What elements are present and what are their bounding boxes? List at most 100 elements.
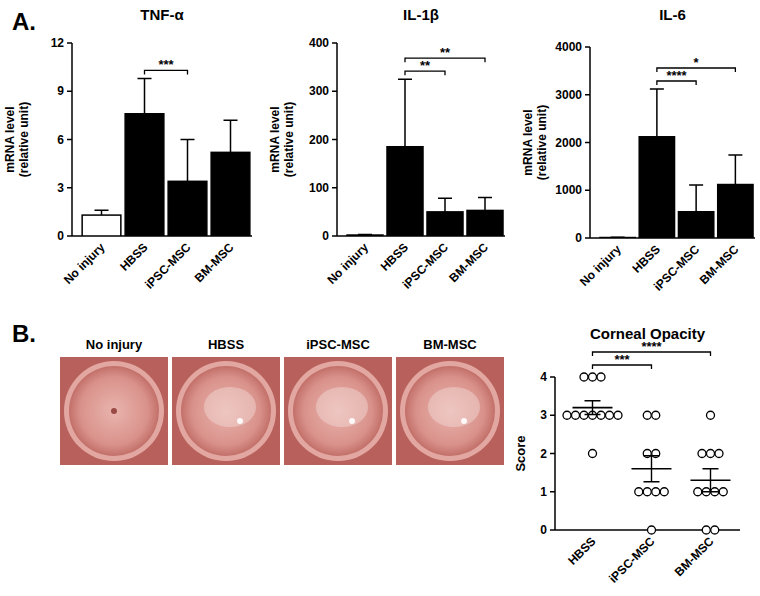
point [648, 526, 656, 534]
point [580, 373, 588, 381]
point [580, 411, 588, 419]
photo-reflection [461, 418, 467, 424]
scatter-chart: Corneal OpacityScore01234HBSSiPSC-MSCBM-… [513, 325, 740, 586]
photo-reflection [237, 418, 243, 424]
point [643, 411, 651, 419]
point [719, 488, 727, 496]
photo-label: HBSS [208, 337, 244, 352]
photo-pupil [111, 408, 117, 414]
y-tick [67, 187, 72, 189]
error-bar [438, 198, 452, 212]
photo-background [284, 357, 392, 465]
y-axis-label: Score [513, 435, 528, 471]
chart-title: TNF-α [140, 6, 184, 23]
point [563, 411, 571, 419]
significance-label: *** [158, 57, 174, 72]
y-tick [67, 139, 72, 141]
photo [60, 357, 168, 465]
y-axis-label: mRNA level [521, 109, 535, 175]
y-axis-label: (relative unit) [17, 102, 31, 177]
bar-chart: IL-1βmRNA level(relative unit)0100200300… [268, 6, 505, 292]
error-bar [611, 237, 625, 238]
x-tick-label: BM-MSC [697, 242, 742, 287]
x-tick-label: HBSS [565, 534, 598, 567]
y-tick [332, 235, 337, 237]
figure: A.B.No injuryHBSSiPSC-MSCBM-MSCTNF-αmRNA… [0, 0, 760, 596]
point [606, 411, 614, 419]
y-tick-label: 400 [309, 36, 329, 50]
x-tick-label: No injury [577, 242, 624, 289]
chart-title: IL-6 [659, 6, 686, 23]
y-axis-label: (relative unit) [282, 102, 296, 177]
photo-cornea [181, 366, 271, 456]
x-tick-label: BM-MSC [192, 240, 237, 285]
x-tick-label: iPSC-MSC [142, 240, 194, 292]
y-tick-label: 1 [540, 485, 547, 499]
y-tick [550, 376, 555, 378]
error-bar [224, 120, 238, 152]
y-tick-label: 2 [540, 447, 547, 461]
bar-chart: TNF-αmRNA level(relative unit)036912No i… [3, 6, 252, 292]
y-tick-label: 0 [575, 231, 582, 245]
plot-area [347, 79, 503, 236]
photo-haze [204, 387, 256, 427]
y-tick [550, 529, 555, 531]
error-bar [138, 78, 152, 113]
point [711, 526, 719, 534]
y-tick-label: 0 [322, 229, 329, 243]
bar [678, 212, 713, 238]
x-tick-label: HBSS [378, 240, 411, 273]
y-tick-label: 0 [540, 523, 547, 537]
bar [82, 215, 121, 236]
bar [347, 234, 383, 236]
y-tick [67, 235, 72, 237]
point [715, 450, 723, 458]
y-tick [332, 187, 337, 189]
error-bar [689, 185, 703, 212]
y-tick [550, 415, 555, 417]
y-tick [550, 453, 555, 455]
point [572, 411, 580, 419]
x-tick-label: BM-MSC [446, 240, 491, 285]
y-tick-label: 100 [309, 181, 329, 195]
y-tick [585, 142, 590, 144]
point [707, 411, 715, 419]
sem-bar [644, 456, 660, 482]
point [652, 411, 660, 419]
point [614, 411, 622, 419]
y-axis-label: (relative unit) [535, 105, 549, 180]
significance-label: *** [614, 352, 630, 367]
point [589, 450, 597, 458]
error-bar [95, 210, 109, 215]
plot-area [600, 89, 753, 238]
y-tick [332, 42, 337, 44]
x-tick-label: iPSC-MSC [651, 242, 703, 294]
significance-label: * [694, 55, 700, 70]
bar [639, 137, 674, 238]
photo [172, 357, 280, 465]
y-axis-label: mRNA level [3, 106, 17, 172]
panel-label: B. [12, 320, 36, 347]
bar [467, 210, 503, 236]
y-tick-label: 3 [540, 408, 547, 422]
photo-label: BM-MSC [423, 337, 477, 352]
error-bar [398, 79, 412, 147]
point [635, 488, 643, 496]
point [597, 373, 605, 381]
photo-rim [288, 361, 388, 461]
sem-bar [585, 401, 601, 415]
error-bar [650, 89, 664, 137]
photo-cornea [69, 366, 159, 456]
x-tick-label: iPSC-MSC [400, 240, 452, 292]
panel-label: A. [12, 8, 36, 35]
y-tick [585, 190, 590, 192]
y-tick-label: 300 [309, 84, 329, 98]
point [707, 450, 715, 458]
photo-background [172, 357, 280, 465]
plot-area [82, 78, 250, 236]
photo-reflection [349, 418, 355, 424]
y-tick-label: 3 [57, 181, 64, 195]
error-bar [728, 155, 742, 185]
bar-chart: IL-6mRNA level(relative unit)01000200030… [521, 6, 755, 294]
y-tick-label: 200 [309, 133, 329, 147]
